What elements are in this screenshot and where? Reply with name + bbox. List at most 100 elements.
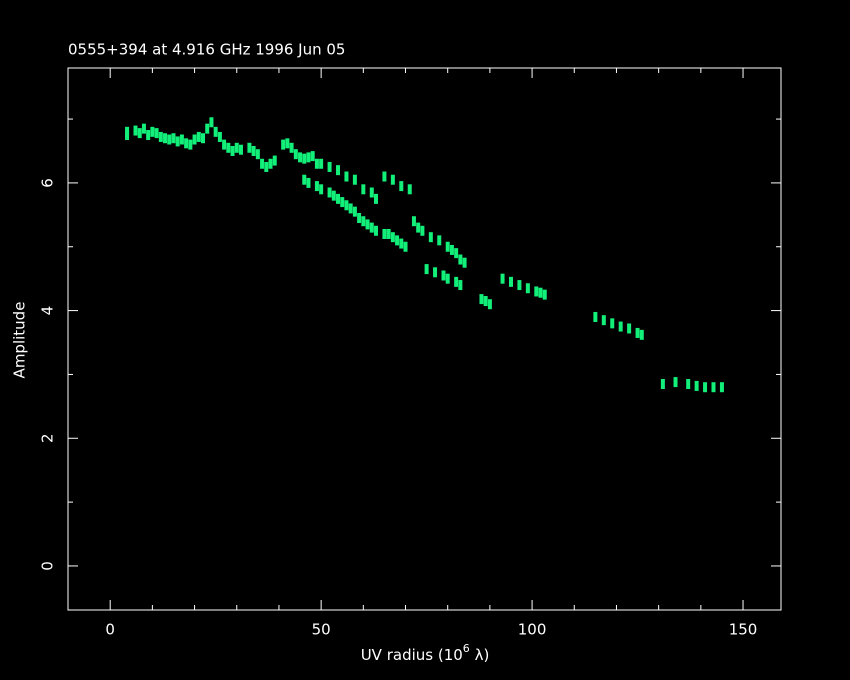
data-point [175, 136, 180, 147]
data-point [344, 200, 349, 211]
data-point [319, 158, 324, 169]
data-point [293, 149, 298, 160]
y-tick-label: 4 [39, 306, 57, 316]
data-point [454, 276, 459, 287]
data-point [298, 152, 303, 163]
data-point [230, 145, 235, 156]
data-point [437, 235, 442, 246]
data-point [158, 131, 163, 142]
data-point [310, 151, 315, 162]
data-point [483, 296, 488, 307]
data-point [217, 131, 222, 142]
data-point [433, 267, 438, 278]
data-point [382, 171, 387, 182]
data-point [133, 125, 138, 136]
data-point [373, 193, 378, 204]
data-point [500, 273, 505, 284]
data-point [196, 131, 201, 142]
data-point [319, 184, 324, 195]
data-point [673, 377, 678, 388]
data-point [373, 225, 378, 236]
x-tick-label: 0 [105, 621, 115, 639]
data-point [369, 187, 374, 198]
data-point [694, 380, 699, 391]
data-point [302, 174, 307, 185]
data-point [222, 139, 227, 150]
data-point [382, 228, 387, 239]
data-point [201, 133, 206, 144]
data-point [141, 123, 146, 134]
data-point [454, 248, 459, 259]
data-point [184, 138, 189, 149]
data-point [627, 323, 632, 334]
data-point [487, 299, 492, 310]
data-point [150, 126, 155, 137]
data-point [399, 181, 404, 192]
data-point [538, 287, 543, 298]
data-point [711, 382, 716, 393]
data-point [458, 280, 463, 291]
data-point [154, 128, 159, 139]
y-tick-label: 0 [39, 561, 57, 571]
data-point [411, 216, 416, 227]
x-label-main: UV radius (10 [361, 646, 463, 664]
data-point [403, 241, 408, 252]
data-point [369, 222, 374, 233]
data-point [601, 315, 606, 326]
data-point [163, 133, 168, 144]
data-point [192, 134, 197, 145]
data-point [272, 155, 277, 166]
data-point [234, 142, 239, 153]
y-axis-label: Amplitude [11, 302, 29, 379]
data-point [639, 329, 644, 340]
x-axis-label: UV radius (106 λ) [361, 642, 490, 664]
data-point [340, 197, 345, 208]
data-point [205, 123, 210, 134]
data-point [508, 276, 513, 287]
data-point [517, 280, 522, 291]
data-point [344, 171, 349, 182]
data-point [226, 142, 231, 153]
data-point [213, 126, 218, 137]
data-point [268, 158, 273, 169]
data-point [395, 235, 400, 246]
x-label-tail: λ) [470, 646, 490, 664]
data-point [441, 270, 446, 281]
data-point [281, 139, 286, 150]
data-point [179, 134, 184, 145]
data-point [390, 174, 395, 185]
chart-title: 0555+394 at 4.916 GHz 1996 Jun 05 [68, 41, 345, 59]
data-point [255, 149, 260, 160]
data-point [416, 222, 421, 233]
data-point [525, 283, 530, 294]
data-point [361, 184, 366, 195]
y-tick-label: 2 [39, 433, 57, 443]
data-point [424, 264, 429, 275]
data-point [386, 228, 391, 239]
data-point [314, 181, 319, 192]
plot-frame [67, 67, 782, 611]
data-point [534, 286, 539, 297]
data-point [167, 134, 172, 145]
data-point [352, 174, 357, 185]
data-point [336, 193, 341, 204]
x-label-sup: 6 [463, 642, 470, 655]
x-tick-label: 50 [312, 621, 331, 639]
data-point [399, 238, 404, 249]
data-point [635, 327, 640, 338]
data-point [542, 289, 547, 300]
data-point [703, 382, 708, 393]
data-point [390, 232, 395, 243]
data-point [445, 241, 450, 252]
data-point [251, 145, 256, 156]
data-point [302, 153, 307, 164]
data-point [238, 144, 243, 155]
data-point [336, 165, 341, 176]
data-point [331, 190, 336, 201]
data-point [289, 142, 294, 153]
data-point [407, 184, 412, 195]
data-point [361, 216, 366, 227]
data-point [458, 254, 463, 265]
x-tick-label: 150 [729, 621, 758, 639]
data-point [348, 203, 353, 214]
